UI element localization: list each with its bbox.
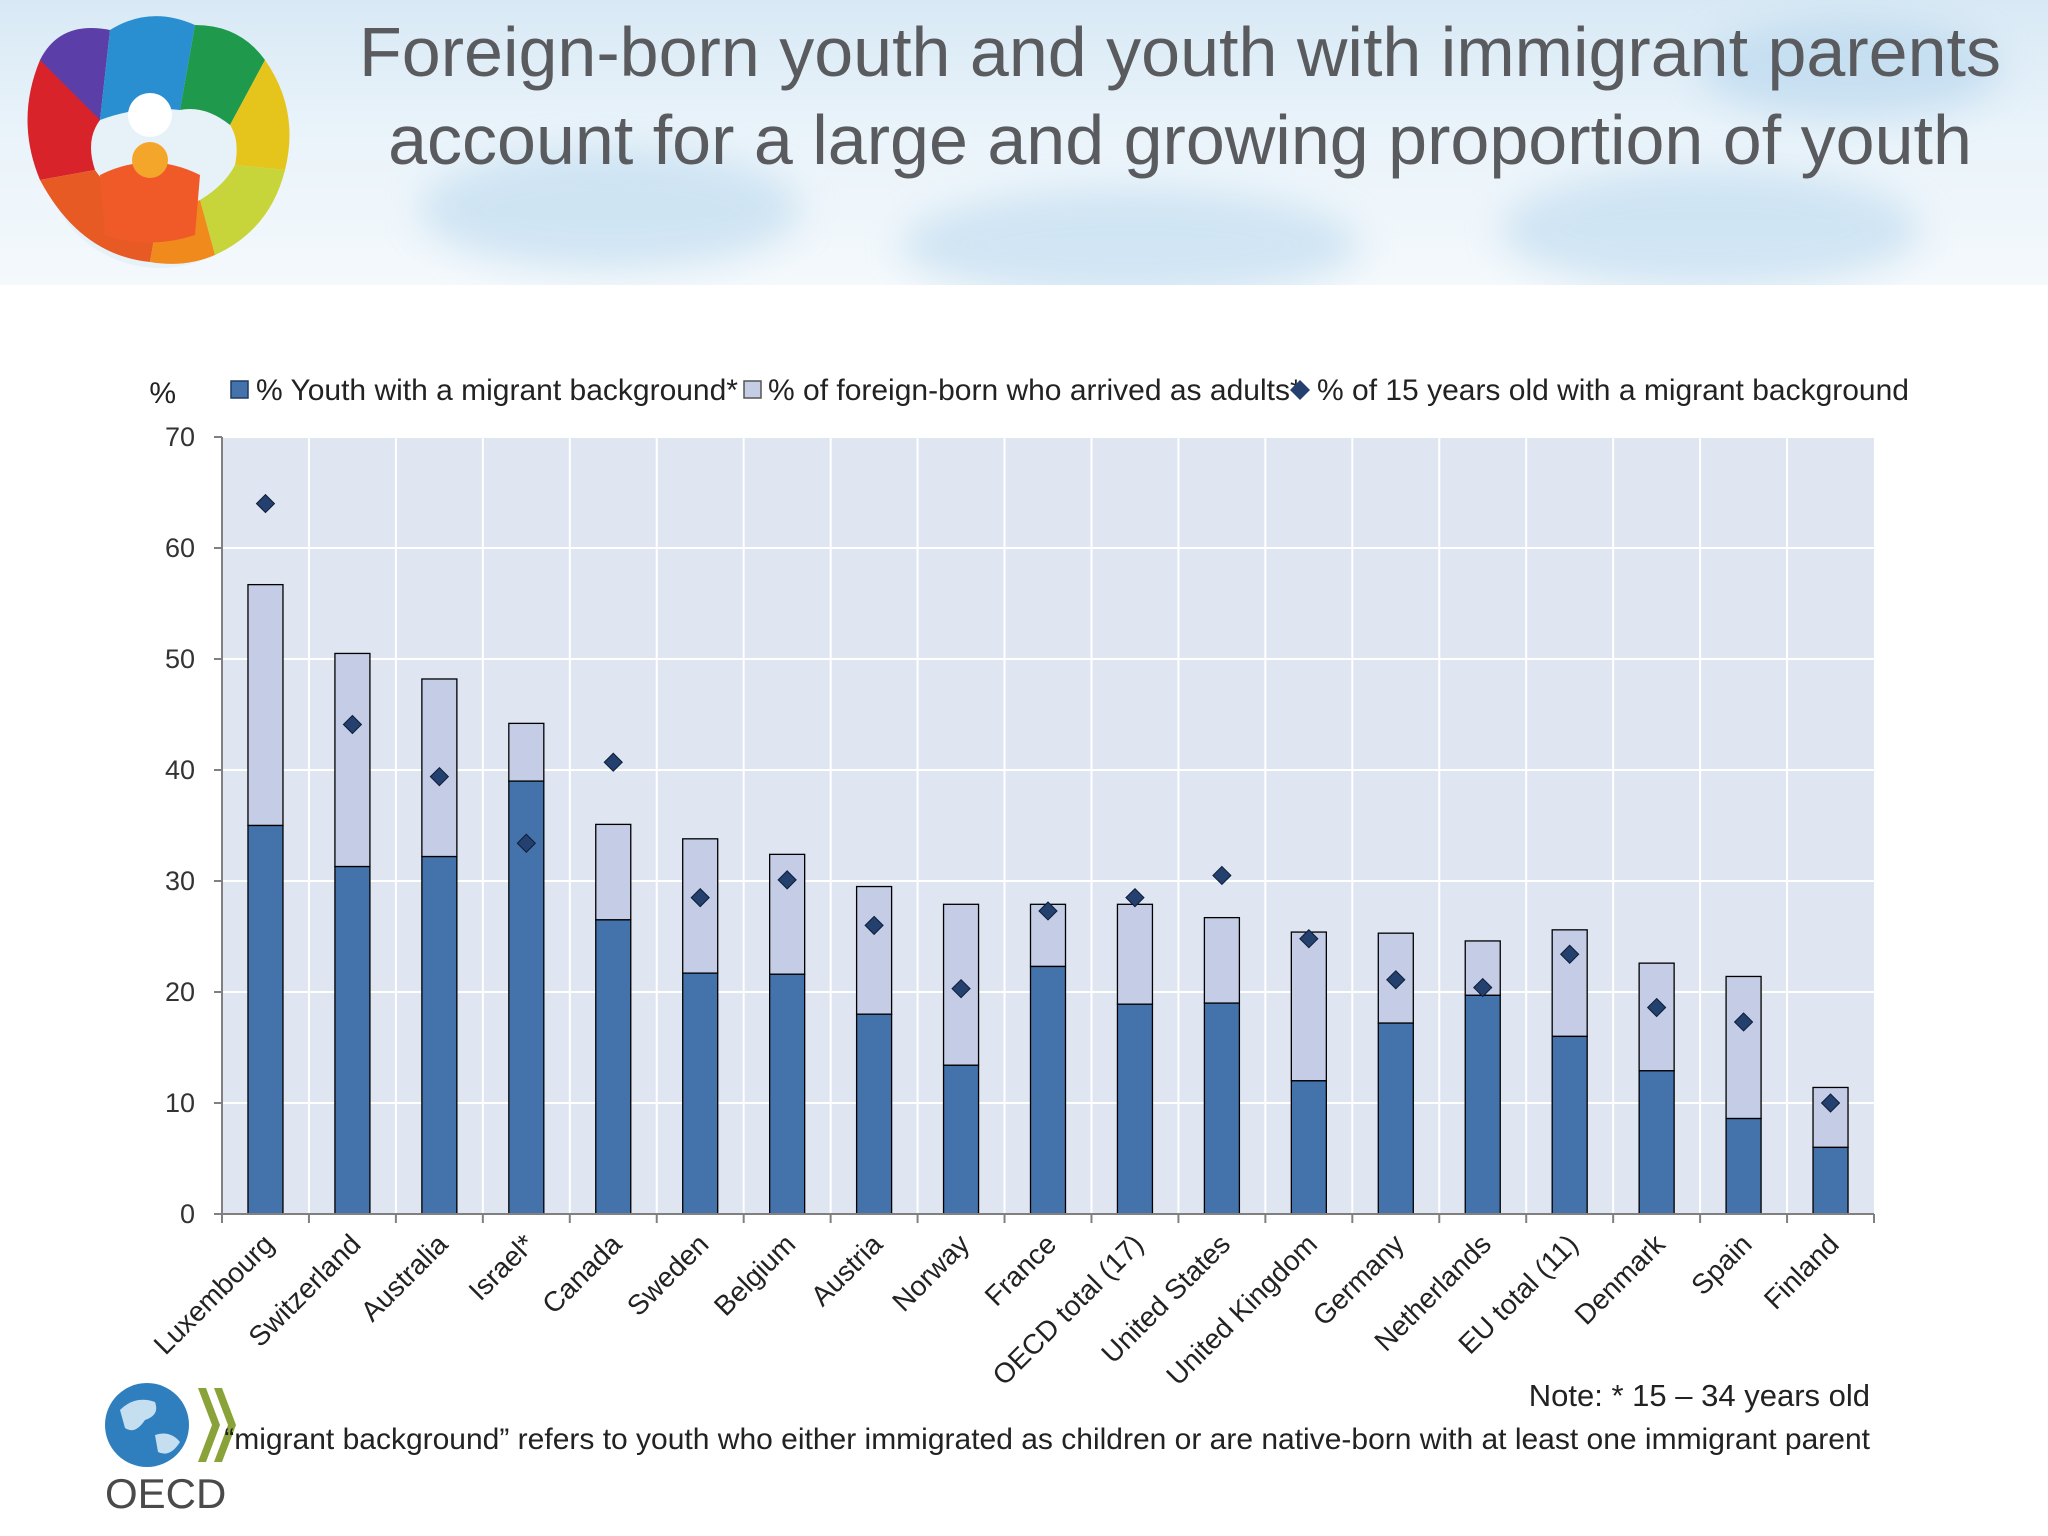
x-category-label: OECD total (17): [986, 1228, 1149, 1391]
bar-arrived-adults: [508, 722, 545, 782]
x-category-label: Belgium: [708, 1228, 801, 1321]
bar-migrant-background: [247, 824, 284, 1215]
y-tick-label: 40: [165, 755, 195, 785]
bar-migrant-background: [1116, 1003, 1154, 1215]
marker-15-years: [429, 766, 450, 787]
marker-15-years: [1386, 970, 1406, 990]
bar-arrived-adults: [1725, 975, 1762, 1120]
x-category-label: Israel*: [463, 1228, 541, 1306]
x-category-label: Finland: [1758, 1228, 1845, 1315]
legend-swatch-light: [743, 380, 762, 399]
bar-arrived-adults: [595, 823, 632, 921]
puzzle-people-illustration: [27, 16, 290, 268]
y-tick-label: 30: [165, 866, 195, 896]
marker-15-years: [1559, 944, 1580, 964]
marker-15-years: [1820, 1093, 1841, 1113]
note-age: Note: * 15 – 34 years old: [1528, 1378, 1870, 1413]
marker-15-years: [1038, 901, 1058, 921]
bar-migrant-background: [334, 865, 371, 1215]
bar-arrived-adults: [855, 885, 893, 1015]
bar-migrant-background: [1464, 994, 1501, 1215]
marker-15-years: [690, 887, 710, 908]
y-tick-label: 20: [165, 977, 195, 1007]
bar-migrant-background: [421, 855, 458, 1215]
note-definition: “migrant background” refers to youth who…: [224, 1423, 1870, 1456]
x-category-label: Spain: [1685, 1228, 1758, 1301]
marker-15-years: [951, 978, 971, 999]
y-unit-label: %: [149, 377, 176, 410]
bar-migrant-background: [1377, 1022, 1414, 1215]
slide-title: Foreign-born youth and youth with immigr…: [359, 13, 2001, 179]
x-category-label: Sweden: [621, 1228, 714, 1321]
marker-15-years: [255, 493, 276, 514]
x-category-label: France: [979, 1228, 1063, 1312]
bar-arrived-adults: [1116, 903, 1154, 1005]
bar-migrant-background: [1203, 1002, 1241, 1215]
legend-label-15-years: % of 15 years old with a migrant backgro…: [1317, 374, 1909, 407]
marker-15-years: [516, 833, 537, 853]
y-tick-label: 0: [180, 1199, 195, 1229]
bar-migrant-background: [1638, 1070, 1675, 1215]
x-category-label: Australia: [355, 1228, 454, 1327]
bar-arrived-adults: [247, 583, 284, 827]
marker-15-years: [1299, 929, 1319, 949]
marker-15-years: [603, 752, 623, 772]
gridlines: [222, 436, 1874, 1214]
axes-group: [214, 436, 1875, 1223]
x-category-label: Denmark: [1569, 1228, 1672, 1331]
bar-arrived-adults: [1203, 916, 1241, 1004]
marker-15-years: [777, 870, 797, 890]
marker-15-years: [1125, 887, 1145, 908]
bar-arrived-adults: [1290, 931, 1327, 1082]
marker-15-years: [1212, 865, 1232, 886]
bar-migrant-background: [1290, 1080, 1327, 1215]
chart-legend: % % Youth with a migrant background* % o…: [149, 374, 1909, 410]
y-tick-label: 60: [165, 533, 195, 563]
title-banner: Foreign-born youth and youth with immigr…: [0, 0, 2048, 285]
bar-migrant-background: [595, 919, 632, 1215]
legend-swatch-dark: [230, 380, 249, 399]
legend-diamond-icon: [1290, 380, 1310, 400]
bar-migrant-background: [942, 1064, 980, 1215]
marker-15-years: [342, 714, 363, 735]
y-tick-label: 70: [165, 422, 195, 452]
bar-arrived-adults: [334, 652, 371, 868]
legend-label-migrant-background: % Youth with a migrant background*: [256, 374, 738, 407]
bar-migrant-background: [1029, 965, 1067, 1215]
y-tick-label: 10: [165, 1088, 195, 1118]
x-category-label: Canada: [536, 1228, 628, 1320]
bar-migrant-background: [1725, 1117, 1762, 1215]
x-category-label: Norway: [886, 1228, 975, 1317]
oecd-logo: OECD: [105, 1383, 236, 1515]
oecd-logo-text: OECD: [105, 1470, 226, 1515]
marker-15-years: [1646, 997, 1667, 1018]
markers-group: [255, 493, 1841, 1113]
bar-migrant-background: [855, 1013, 893, 1215]
legend-label-arrived-adults: % of foreign-born who arrived as adults*: [768, 374, 1302, 407]
bar-migrant-background: [769, 973, 806, 1215]
bar-migrant-background: [1812, 1146, 1849, 1215]
x-category-label: United Kingdom: [1160, 1228, 1323, 1391]
marker-15-years: [864, 915, 884, 936]
marker-15-years: [1473, 977, 1493, 998]
x-category-label: Austria: [805, 1228, 889, 1312]
bar-migrant-background: [1551, 1035, 1588, 1215]
y-tick-label: 50: [165, 644, 195, 674]
bar-migrant-background: [682, 972, 719, 1215]
marker-15-years: [1733, 1012, 1754, 1032]
